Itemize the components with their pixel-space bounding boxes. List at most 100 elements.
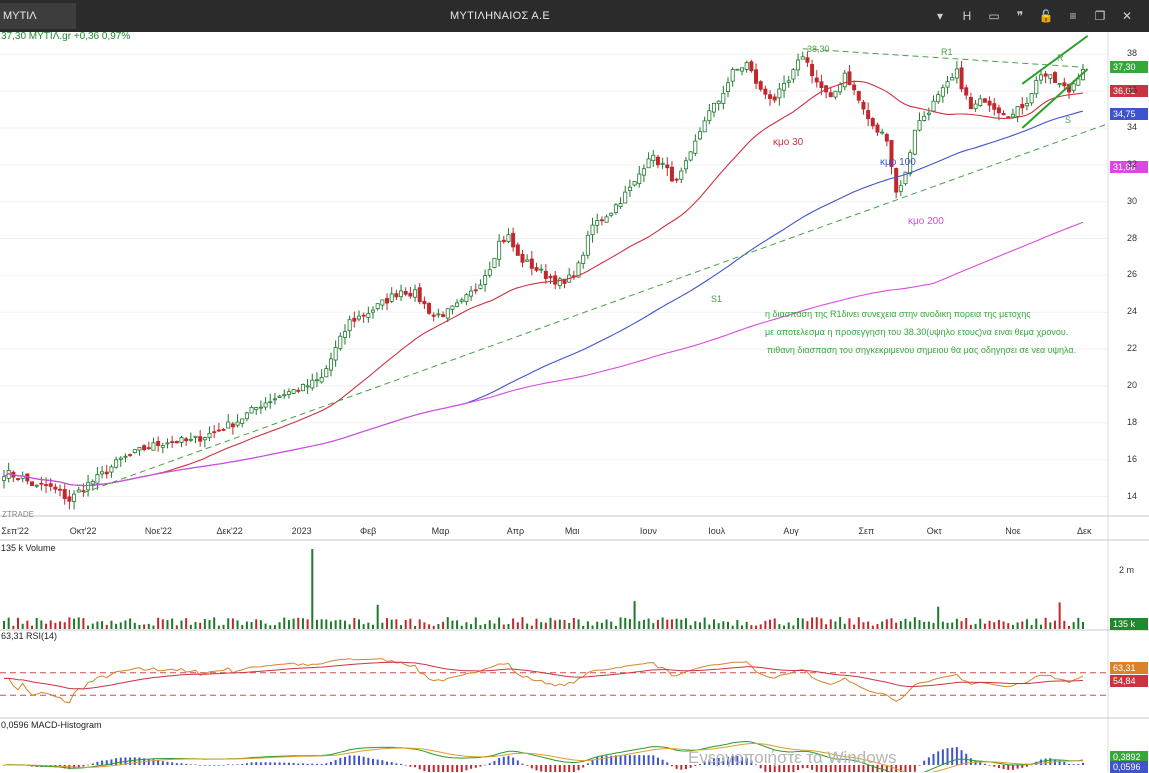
macd-hist-bar (456, 765, 459, 772)
volume-bar (45, 623, 48, 629)
close-icon[interactable]: ✕ (1121, 9, 1133, 23)
candle-body (366, 313, 371, 318)
macd-hist-bar (138, 757, 141, 765)
candle-body (581, 254, 586, 264)
lock-icon[interactable]: 🔓 (1038, 9, 1054, 23)
candle-body (1062, 82, 1067, 87)
volume-bar (568, 622, 571, 629)
candle-body (356, 315, 361, 320)
volume-bar (741, 625, 744, 629)
volume-bar (301, 618, 304, 629)
volume-bar (512, 618, 515, 629)
macd-hist-bar (306, 763, 309, 765)
volume-bar (129, 618, 132, 629)
volume-bar (357, 619, 360, 629)
macd-hist-bar (161, 761, 164, 765)
volume-bar (404, 619, 407, 629)
volume-bar (105, 624, 108, 629)
candle-body (674, 178, 679, 181)
price-tick: 32 (1127, 158, 1138, 169)
macd-hist-bar (222, 765, 225, 766)
macd-hist-bar (297, 763, 300, 765)
macd-hist-bar (343, 756, 346, 765)
volume-bar (1016, 622, 1019, 629)
volume-bar (217, 625, 220, 629)
candle-body (160, 445, 165, 448)
candle-body (90, 481, 95, 485)
macd-hist-bar (91, 763, 94, 765)
macd-hist-bar (983, 763, 986, 765)
volume-bars (3, 549, 1084, 629)
price-tick: 30 (1127, 195, 1138, 206)
macd-hist-bar (904, 765, 907, 772)
volume-bar (801, 618, 804, 629)
macd-hist-bar (558, 765, 561, 772)
volume-bar (1039, 624, 1042, 629)
candle-body (968, 96, 973, 110)
candle-body (441, 314, 446, 317)
volume-bar (26, 620, 29, 629)
volume-bar (115, 623, 118, 629)
macd-hist-bar (885, 765, 888, 772)
quote-icon[interactable]: ❞ (1016, 9, 1024, 23)
price-tick: 14 (1127, 490, 1138, 501)
candle-body (870, 118, 875, 127)
candle-body (483, 275, 488, 285)
volume-bar (231, 618, 234, 629)
h-button[interactable]: H (962, 9, 972, 23)
dropdown-icon[interactable]: ▾ (936, 9, 944, 23)
volume-bar (273, 625, 276, 629)
macd-hist-bar (666, 762, 669, 765)
volume-bar (133, 622, 136, 629)
restore-icon[interactable]: ❐ (1094, 9, 1106, 23)
candle-body (193, 435, 198, 438)
volume-bar (811, 617, 814, 629)
candle-body (473, 289, 478, 292)
candle-body (758, 81, 763, 90)
panel-icon[interactable]: ▭ (988, 9, 1000, 23)
volume-bar (381, 622, 384, 629)
price-chart[interactable] (0, 32, 1149, 772)
volume-bar (241, 624, 244, 629)
volume-bar (194, 621, 197, 629)
macd-hist-bar (638, 755, 641, 765)
volume-bar (969, 624, 972, 629)
macd-hist-bar (909, 765, 912, 772)
symbol-tab[interactable]: ΜΥΤΙΛ (0, 3, 76, 29)
s-label: S (1065, 115, 1072, 125)
macd-hist-bar (820, 765, 823, 772)
volume-bar (59, 621, 62, 629)
macd-hist-bar (656, 757, 659, 765)
volume-bar (507, 623, 510, 629)
macd-hist-bar (414, 765, 417, 768)
macd-hist-bar (1025, 765, 1028, 767)
macd-hist-bar (264, 762, 267, 765)
volume-bar (848, 618, 851, 629)
macd-hist-bar (787, 765, 790, 772)
candle-body (553, 275, 558, 285)
candle-body (347, 319, 352, 332)
volume-bar (554, 620, 557, 629)
volume-bar (722, 621, 725, 629)
candle-body (669, 166, 674, 182)
candle-body (212, 431, 217, 434)
macd-hist-bar (175, 763, 178, 765)
candle-body (613, 204, 618, 213)
volume-bar (745, 621, 748, 629)
menu-icon[interactable]: ≡ (1069, 9, 1077, 23)
volume-bar (974, 623, 977, 629)
volume-bar (264, 623, 267, 629)
candle-body (408, 292, 413, 297)
trendline (802, 48, 1084, 68)
volume-bar (843, 623, 846, 629)
macd-hist-bar (577, 765, 580, 771)
volume-bar (7, 617, 10, 629)
candle-body (1043, 73, 1048, 77)
volume-bar (769, 619, 772, 629)
candle-body (216, 429, 221, 432)
volume-bar (147, 623, 150, 629)
volume-bar (558, 619, 561, 629)
candle-body (464, 294, 469, 302)
volume-bar (797, 617, 800, 629)
candle-body (940, 87, 945, 97)
